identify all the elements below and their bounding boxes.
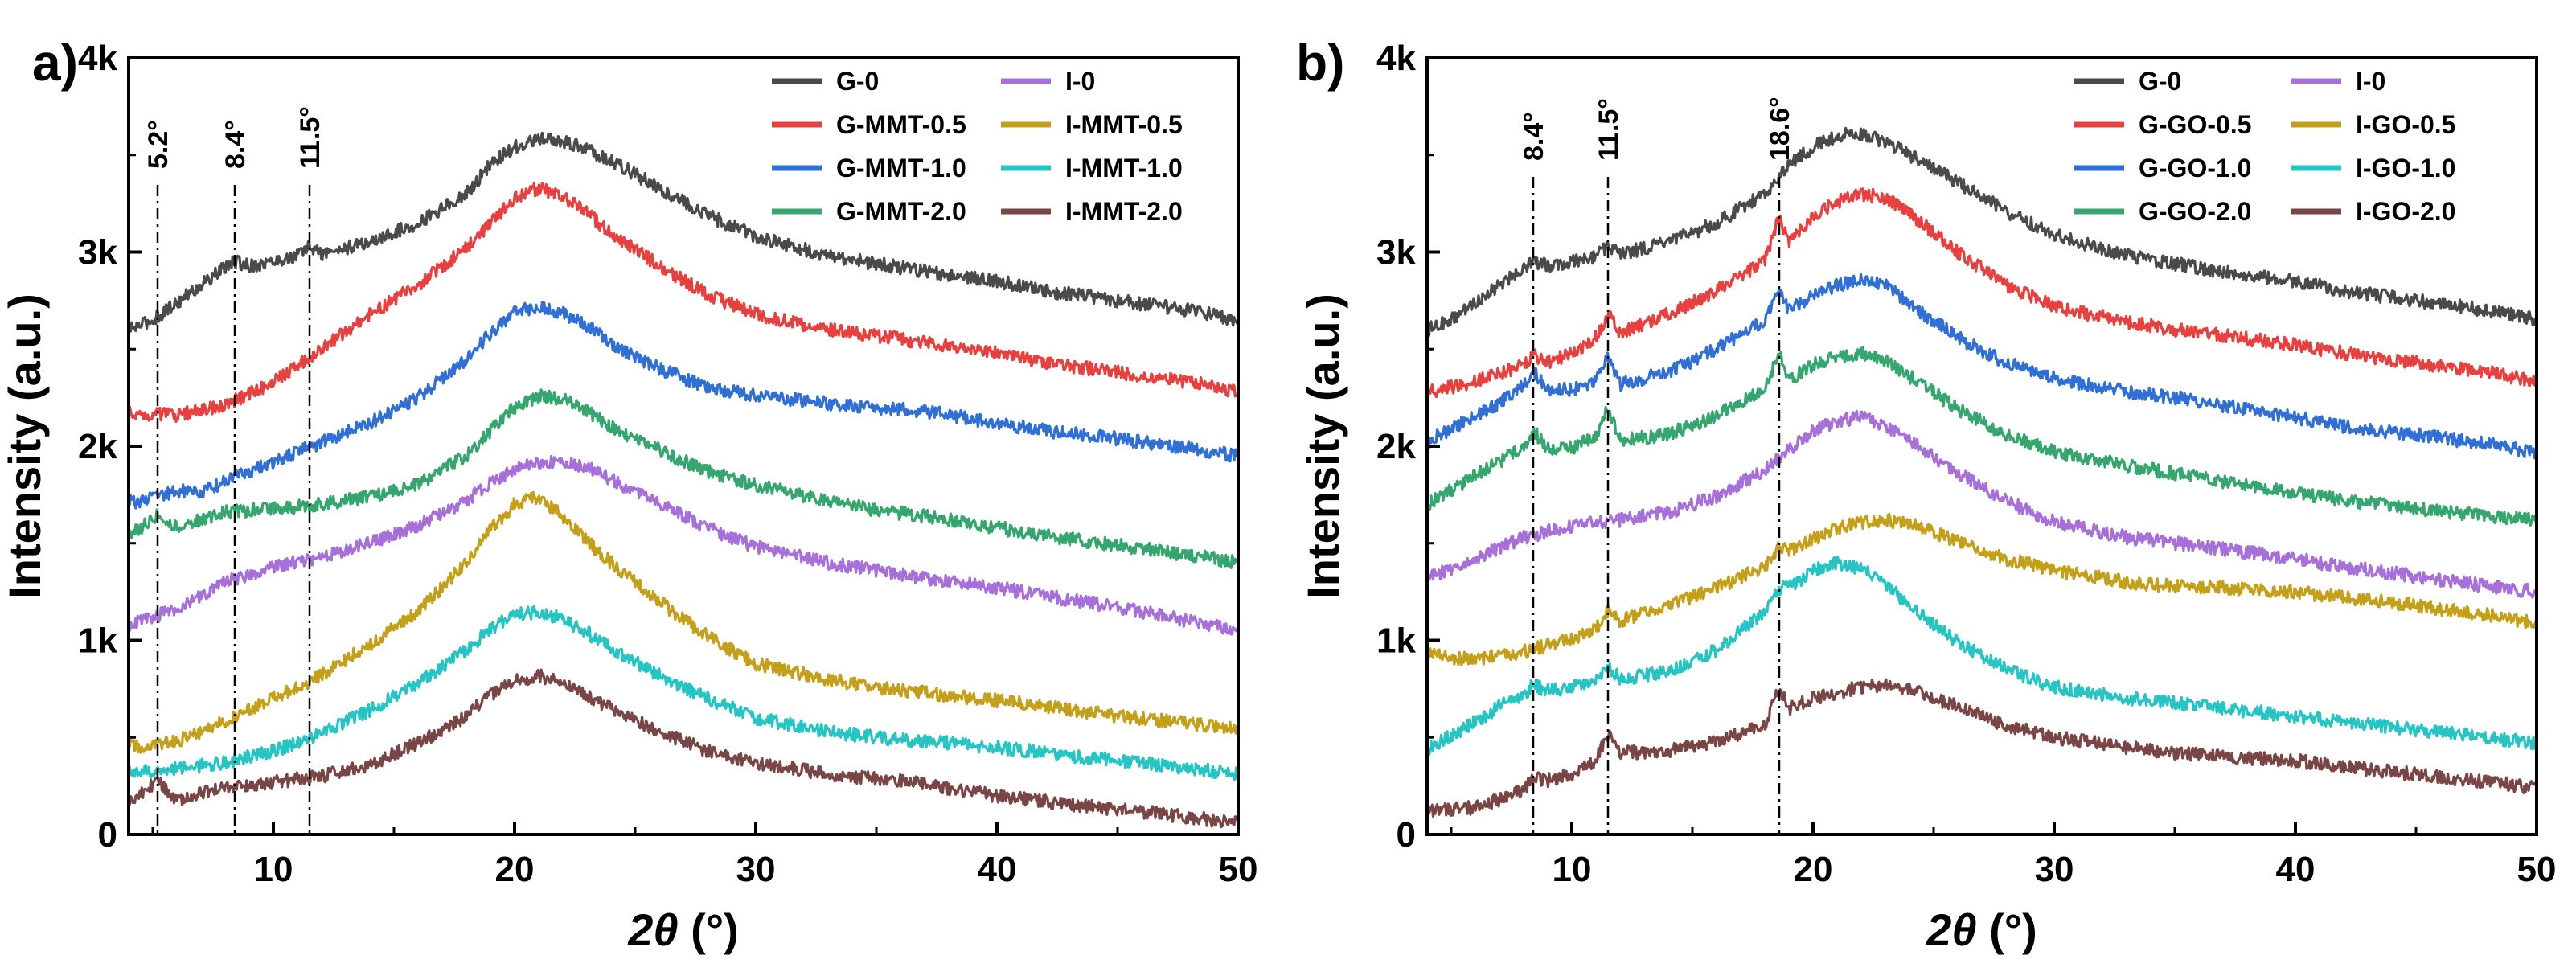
x-tick-label: 30 xyxy=(736,850,776,889)
x-axis-title: 2θ (°) xyxy=(1926,904,2037,955)
peak-marker-label-1: 5.2° xyxy=(143,120,174,169)
series-line-G-0 xyxy=(128,131,1239,333)
x-tick-label: 50 xyxy=(2517,850,2557,889)
x-tick-label: 40 xyxy=(2276,850,2316,889)
series-line-I-GO-2.0 xyxy=(1425,678,2537,818)
y-tick-label: 1k xyxy=(78,621,117,661)
series-line-I-GO-1.0 xyxy=(1425,556,2537,756)
peak-marker-label-3: 18.6° xyxy=(1765,96,1795,161)
panel-letter: b) xyxy=(1296,34,1344,92)
y-tick-label: 1k xyxy=(1376,621,1416,661)
y-tick-label: 0 xyxy=(98,815,117,855)
legend-entry-label: G-GO-0.5 xyxy=(2139,110,2251,139)
series-line-G-0 xyxy=(1425,126,2538,337)
legend-entry-label: G-GO-1.0 xyxy=(2139,154,2251,182)
series-line-G-GO-0.5 xyxy=(1425,187,2538,399)
y-axis-title: Intensity (a.u.) xyxy=(0,293,50,599)
x-tick-label: 20 xyxy=(1794,850,1833,889)
y-tick-label: 0 xyxy=(1397,815,1416,855)
series-line-I-MMT-1.0 xyxy=(128,605,1240,781)
series-line-G-MMT-2.0 xyxy=(128,388,1240,569)
x-tick-label: 10 xyxy=(254,850,293,889)
legend-entry-label: G-MMT-2.0 xyxy=(836,197,966,226)
y-tick-label: 4k xyxy=(78,39,117,78)
series-line-I-MMT-2.0 xyxy=(127,668,1240,829)
y-tick-label: 3k xyxy=(1376,233,1416,273)
series-line-I-GO-0.5 xyxy=(1426,512,2537,666)
peak-marker-label-2: 8.4° xyxy=(220,120,251,169)
series-line-I-MMT-0.5 xyxy=(127,490,1240,754)
legend-entry-label: G-MMT-1.0 xyxy=(836,154,966,182)
x-tick-label: 50 xyxy=(1219,850,1258,889)
legend-entry-label: G-0 xyxy=(836,67,879,96)
x-axis-title-symbol: 2θ xyxy=(1926,904,1976,955)
x-tick-label: 30 xyxy=(2035,850,2074,889)
x-tick-label: 20 xyxy=(495,850,535,889)
legend-entry-label: I-0 xyxy=(1065,67,1095,96)
legend-entry-label: G-MMT-0.5 xyxy=(836,110,966,139)
series-line-I-0 xyxy=(127,454,1240,636)
panel-letter: a) xyxy=(32,34,78,92)
x-axis-title-symbol: 2θ xyxy=(627,904,678,955)
series-line-G-GO-1.0 xyxy=(1426,273,2538,460)
peak-marker-label-3: 11.5° xyxy=(295,106,326,169)
peak-marker-label-1: 8.4° xyxy=(1519,112,1549,161)
series-line-G-MMT-1.0 xyxy=(127,301,1240,510)
legend-entry-label: I-0 xyxy=(2356,67,2385,96)
legend-entry-label: I-MMT-1.0 xyxy=(1065,154,1183,182)
series-line-I-0 xyxy=(1425,409,2538,599)
legend-entry-label: I-MMT-2.0 xyxy=(1065,197,1183,226)
x-axis-title-unit: (°) xyxy=(679,904,739,955)
y-tick-label: 2k xyxy=(1376,427,1416,466)
y-tick-label: 3k xyxy=(78,233,117,273)
chart-panel-1: a) 5.2° 8.4° 11.5° 10 20 30 40 50 0 1k 2k 3k 4k Intens… xyxy=(0,34,1257,955)
series-line-G-GO-2.0 xyxy=(1425,346,2538,527)
y-tick-label: 2k xyxy=(78,427,117,466)
x-tick-label: 40 xyxy=(978,850,1017,889)
legend-entry-label: G-0 xyxy=(2139,67,2181,96)
legend-entry-label: G-GO-2.0 xyxy=(2139,197,2251,226)
legend-entry-label: I-GO-1.0 xyxy=(2356,154,2455,182)
chart-panel-2: b) 8.4° 11.5° 18.6° 10 20 30 40 50 0 1k 2k 3k 4k Inten… xyxy=(1296,34,2556,955)
x-tick-label: 10 xyxy=(1553,850,1592,889)
legend-entry-label: I-GO-2.0 xyxy=(2356,197,2455,226)
y-axis-title: Intensity (a.u.) xyxy=(1298,293,1348,599)
y-tick-label: 4k xyxy=(1376,39,1416,78)
legend-entry-label: I-GO-0.5 xyxy=(2356,110,2455,139)
x-axis-title: 2θ (°) xyxy=(627,904,739,955)
peak-marker-label-2: 11.5° xyxy=(1594,98,1624,161)
x-axis-title-unit: (°) xyxy=(1977,904,2037,955)
legend-entry-label: I-MMT-0.5 xyxy=(1065,110,1183,139)
series-line-G-MMT-0.5 xyxy=(127,182,1240,423)
